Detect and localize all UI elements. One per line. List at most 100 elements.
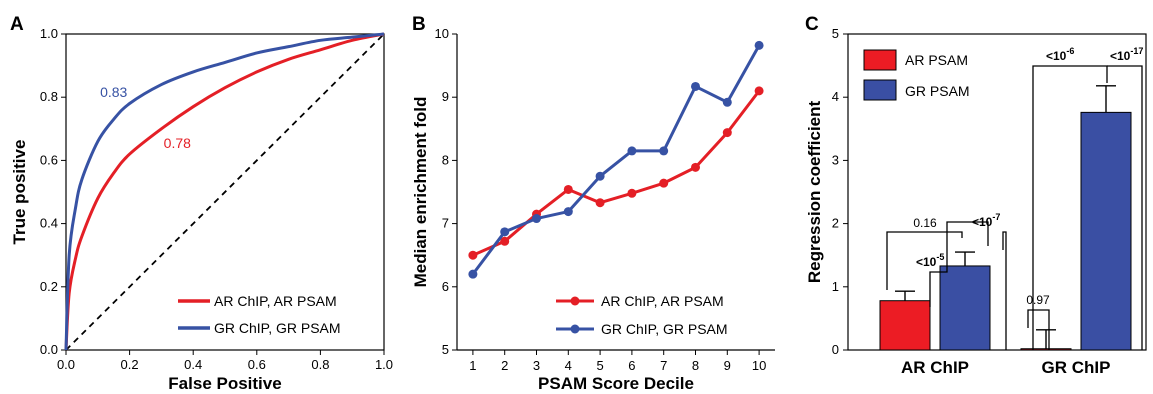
point-ar-chip-ar-psam [691, 162, 700, 172]
line-ar-chip-ar-psam [472, 89, 761, 257]
x-tick-label-a: 0.6 [248, 357, 266, 372]
roc-curve-ar-chip-ar-psam [64, 32, 385, 351]
significance-brackets [886, 65, 1143, 350]
panel-a-legend: AR ChIP, AR PSAM GR ChIP, GR PSAM [178, 293, 341, 336]
bracket-ar-outer [886, 231, 963, 290]
x-tick-label-b: 3 [533, 358, 540, 373]
line-gr-chip-gr-psam [471, 44, 761, 276]
pvalue-gr-top-right-exp: -17 [1130, 46, 1143, 56]
pvalue-ar-right: <10-7 [972, 212, 1000, 229]
bracket-ar-ar-vs-gr [929, 221, 989, 307]
legend-marker-ar-chip-b [570, 296, 580, 306]
panel-letter-c: C [805, 14, 819, 35]
bracket-gr-inner [1027, 309, 1050, 350]
auc-label-gr: 0.83 [100, 84, 127, 100]
point-ar-chip-ar-psam [563, 184, 573, 194]
panel-c-legend: AR PSAM GR PSAM [863, 49, 970, 101]
panel-b-legend: AR ChIP, AR PSAM GR ChIP, GR PSAM [556, 293, 728, 337]
pvalue-gr-top-left: <10-6 [1046, 46, 1074, 63]
x-tick-label-b: 4 [565, 358, 572, 373]
y-tick-label-c: 1 [832, 279, 839, 294]
y-tick-label-b: 7 [442, 216, 449, 231]
y-tick-label-c: 5 [832, 26, 839, 41]
point-ar-chip-ar-psam [754, 86, 764, 96]
bracket-gr-top-left [1032, 65, 1108, 350]
legend-marker-gr-chip-b [570, 324, 580, 334]
point-gr-chip-gr-psam [659, 146, 669, 156]
legend-swatch-ar-psam [863, 49, 897, 71]
pvalue-gr-top-left-exp: -6 [1066, 46, 1074, 56]
point-gr-chip-gr-psam [500, 227, 510, 237]
y-tick-label-b: 10 [435, 26, 449, 41]
x-tick-label-b: 9 [724, 358, 731, 373]
x-tick-label-b: 6 [628, 358, 635, 373]
bar-gr-chip-ar-psam [1020, 348, 1072, 351]
pvalue-ar-outer: 0.16 [913, 216, 937, 230]
point-gr-chip-gr-psam [532, 214, 541, 224]
legend-swatch-gr-psam [863, 79, 897, 101]
panel-letter-a: A [10, 14, 24, 35]
point-gr-chip-gr-psam [595, 171, 605, 181]
bar-gr-chip-gr-psam [1080, 111, 1132, 351]
point-gr-chip-gr-psam [627, 146, 637, 156]
pvalue-ar-inner-base: <10 [916, 255, 937, 269]
x-tick-label-b: 1 [469, 358, 476, 373]
panel-letter-b: B [412, 14, 426, 35]
legend-label-gr-chip-b: GR ChIP, GR PSAM [601, 321, 728, 337]
category-label-gr-chip: GR ChIP [1042, 358, 1111, 377]
pvalue-gr-top-right: <10-17 [1110, 46, 1143, 63]
point-ar-chip-ar-psam [722, 128, 732, 138]
point-gr-chip-gr-psam [691, 81, 700, 91]
y-tick-label-b: 6 [442, 279, 449, 294]
y-axis-title-c: Regression coefficient [805, 100, 824, 283]
y-tick-label-c: 4 [832, 89, 839, 104]
roc-curve-gr-chip-gr-psam [64, 32, 385, 351]
legend-label-gr-psam: GR PSAM [905, 83, 970, 99]
y-tick-label-c: 2 [832, 216, 839, 231]
x-tick-label-b: 5 [596, 358, 603, 373]
point-ar-chip-ar-psam [659, 178, 669, 188]
y-tick-label-a: 0.2 [40, 279, 58, 294]
x-tick-label-b: 10 [752, 358, 766, 373]
y-tick-label-a: 0.4 [40, 216, 58, 231]
legend-label-ar-psam: AR PSAM [905, 52, 968, 68]
y-axis-title-b: Median enrichment fold [411, 97, 430, 288]
point-ar-chip-ar-psam [500, 236, 510, 246]
x-tick-label-a: 0.8 [311, 357, 329, 372]
bracket-gr-top-right [1107, 65, 1143, 350]
point-ar-chip-ar-psam [468, 250, 478, 260]
point-gr-chip-gr-psam [563, 207, 573, 217]
point-gr-chip-gr-psam [754, 40, 764, 50]
x-tick-label-b: 7 [660, 358, 667, 373]
pvalue-ar-inner-exp: -5 [936, 252, 944, 262]
category-label-ar-chip: AR ChIP [901, 358, 969, 377]
y-tick-label-a: 0.0 [40, 342, 58, 357]
x-tick-label-b: 8 [692, 358, 699, 373]
y-tick-label-c: 3 [832, 152, 839, 167]
y-tick-label-a: 1.0 [40, 26, 58, 41]
point-ar-chip-ar-psam [595, 198, 605, 208]
chance-diagonal-line [65, 33, 385, 351]
y-tick-label-a: 0.8 [40, 89, 58, 104]
x-tick-label-a: 0.2 [121, 357, 139, 372]
y-tick-label-b: 8 [442, 152, 449, 167]
bar-ar-chip-gr-psam [939, 265, 991, 351]
x-tick-label-a: 0.0 [57, 357, 75, 372]
x-tick-label-a: 1.0 [375, 357, 393, 372]
x-tick-label-a: 0.4 [184, 357, 202, 372]
point-gr-chip-gr-psam [468, 269, 478, 279]
panel-c-annotations: <10-5 0.16 <10-7 0.97 <10-6 <10-17 [913, 46, 1143, 307]
point-ar-chip-ar-psam [627, 188, 637, 198]
pvalue-gr-top-left-base: <10 [1046, 49, 1067, 63]
pvalue-ar-inner: <10-5 [916, 252, 944, 269]
pvalue-ar-right-exp: -7 [992, 212, 1000, 222]
auc-label-ar: 0.78 [164, 135, 191, 151]
panel-b-enrichment: 1 2 3 4 5 6 7 8 9 10 5 6 7 8 9 10 AR ChIP, AR PSAM GR C… [411, 26, 775, 393]
bracket-ar-right [1002, 231, 1007, 350]
y-tick-label-b: 9 [442, 89, 449, 104]
y-tick-label-b: 5 [442, 342, 449, 357]
legend-label-ar-chip-b: AR ChIP, AR PSAM [601, 293, 724, 309]
y-tick-label-a: 0.6 [40, 152, 58, 167]
